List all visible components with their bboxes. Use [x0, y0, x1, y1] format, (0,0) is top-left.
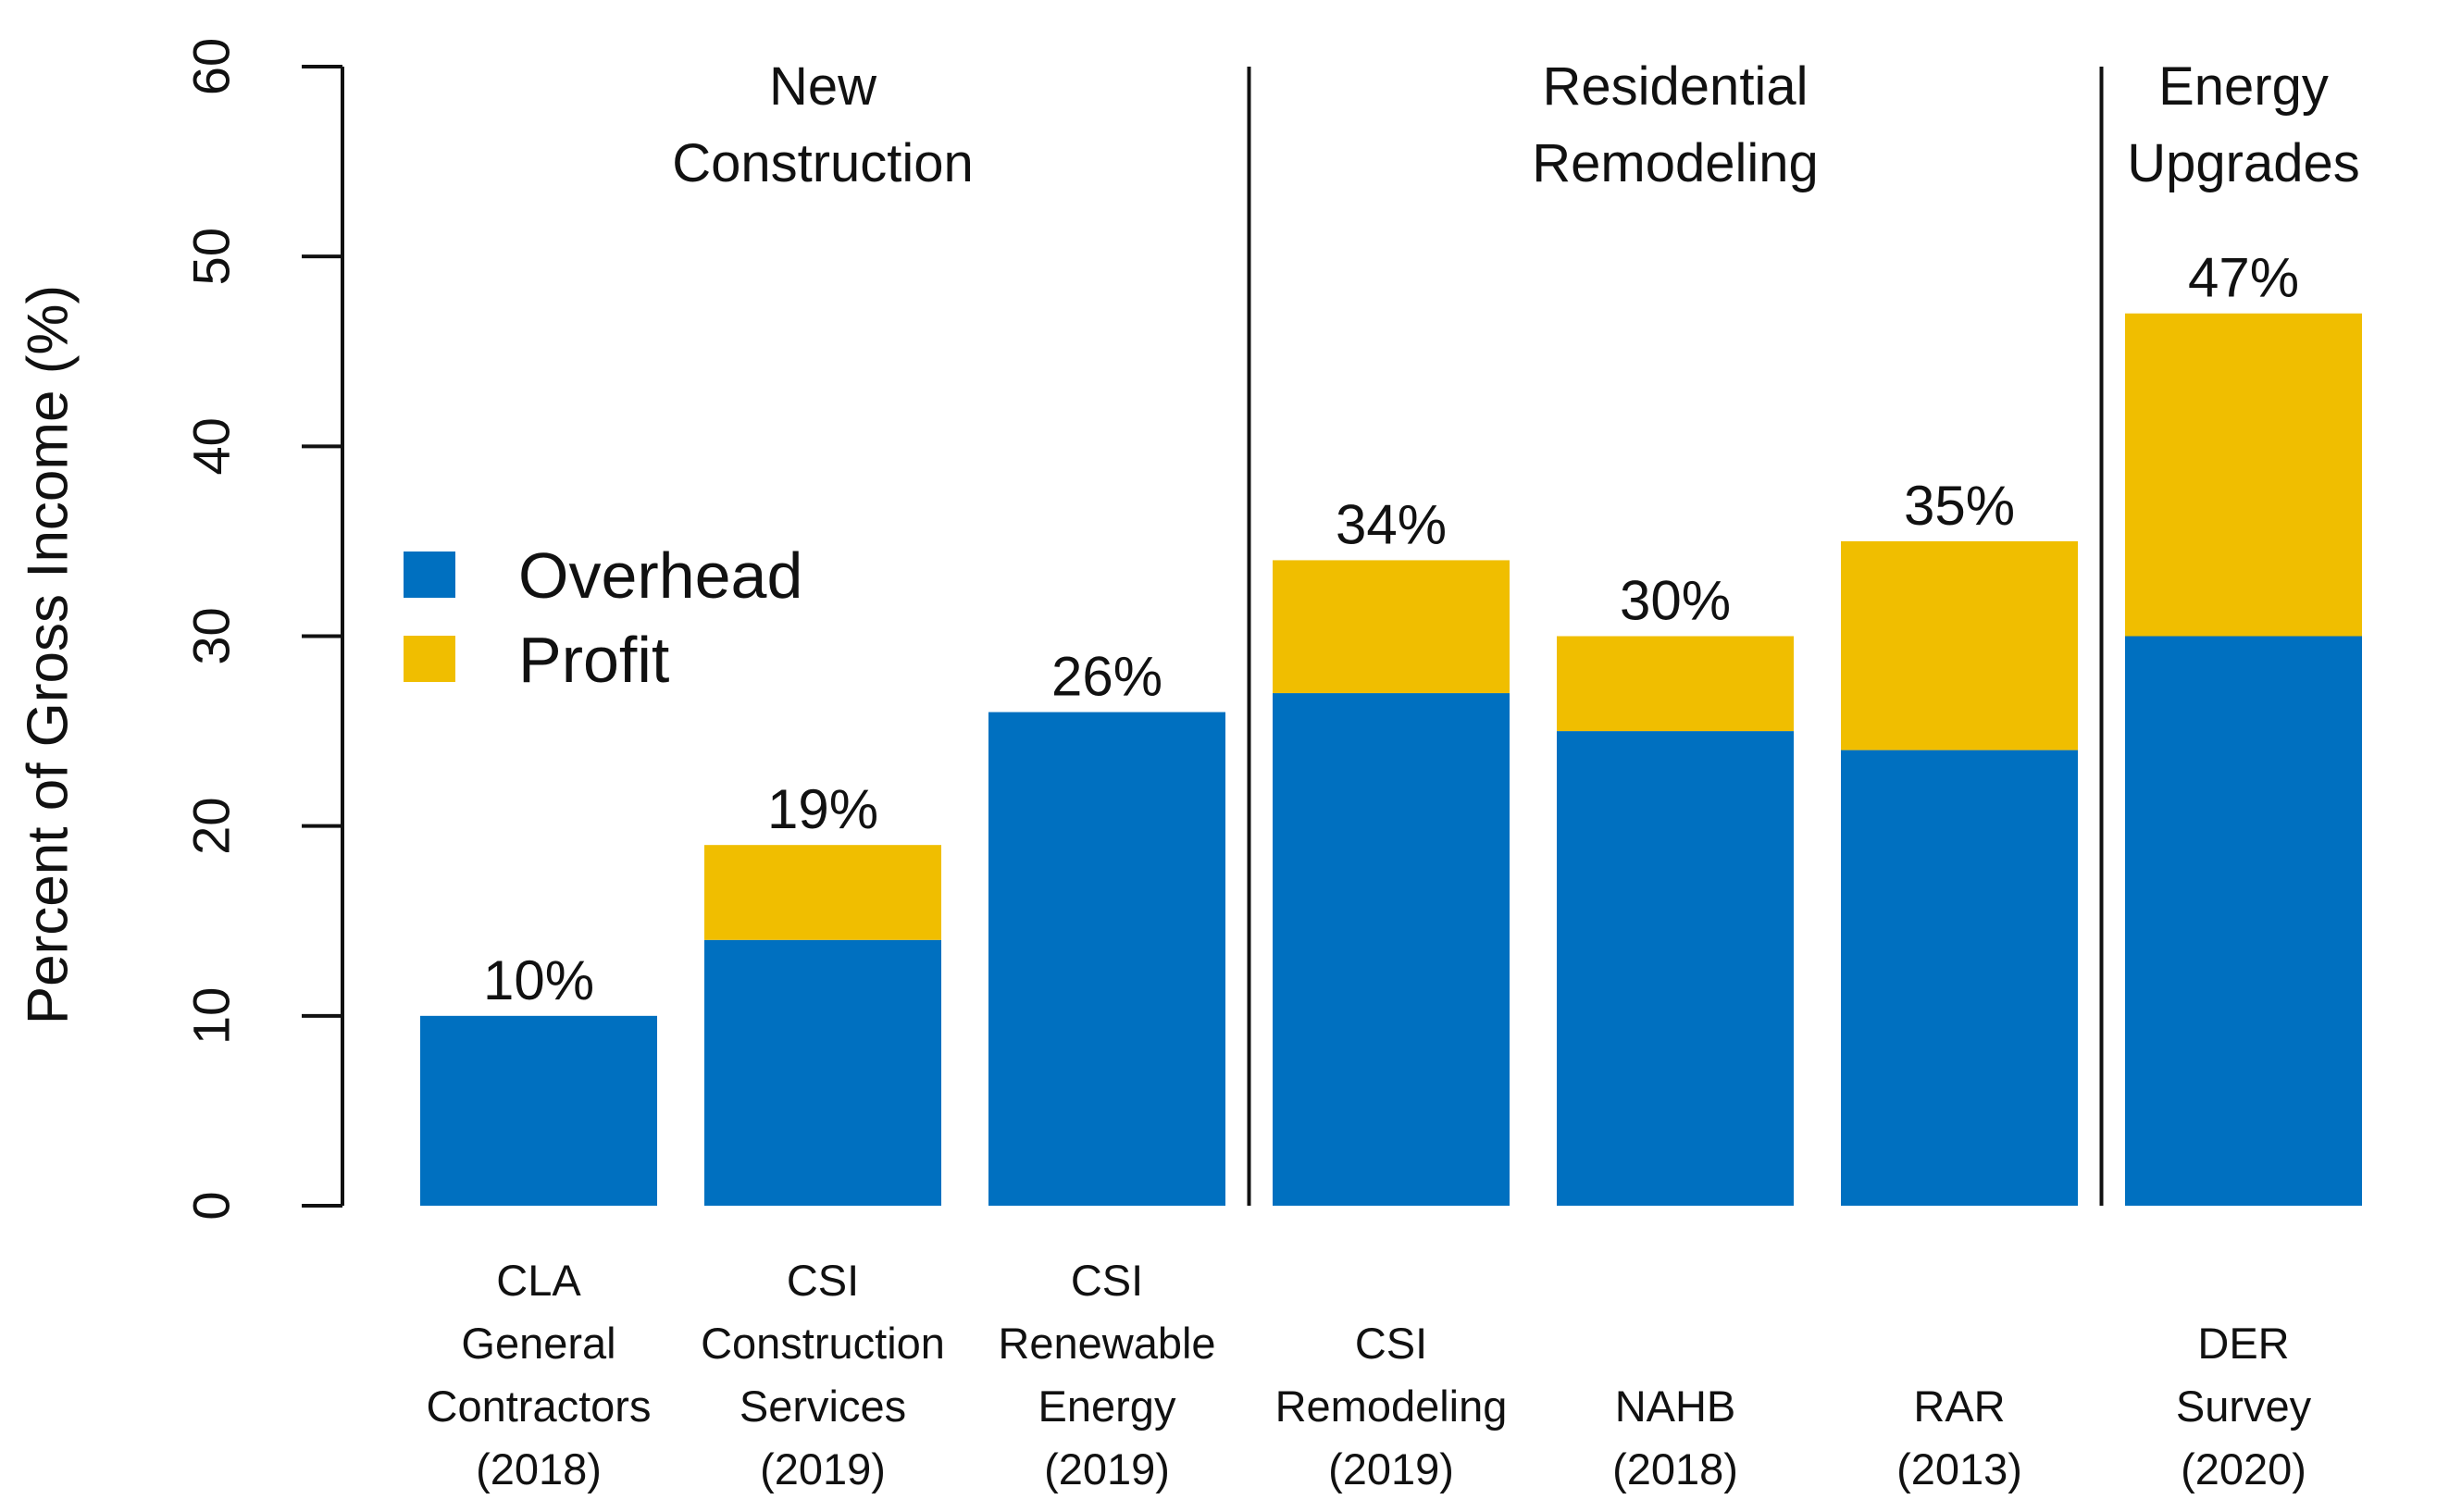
bar-profit: [1273, 560, 1510, 694]
legend-label-profit: Profit: [518, 624, 669, 696]
group-header-label: Remodeling: [1532, 133, 1819, 193]
bar-overhead: [2125, 636, 2362, 1206]
category-label: CSI: [1071, 1256, 1143, 1305]
category-label: DER: [2197, 1319, 2289, 1368]
y-axis-title: Percent of Gross Income (%): [17, 285, 81, 1024]
bar-profit: [2125, 313, 2362, 637]
category-label: CSI: [787, 1256, 859, 1305]
category-label: Construction: [701, 1319, 945, 1368]
bar-overhead: [1273, 693, 1510, 1206]
category-label: (2018): [1612, 1444, 1738, 1493]
category-label: (2018): [476, 1444, 602, 1493]
legend-swatch-profit: [404, 636, 455, 682]
bar-overhead: [420, 1015, 657, 1206]
category-label: (2019): [1328, 1444, 1454, 1493]
labels: 10% 19% 26% 34% 30% 35% 47% CLA General Contracto…: [427, 56, 2360, 1493]
y-tick-label: 30: [182, 607, 241, 664]
y-tick-label: 10: [182, 987, 241, 1045]
category-label: Services: [740, 1382, 906, 1431]
legend-swatch-overhead: [404, 552, 455, 598]
group-header-label: Energy: [2158, 56, 2329, 117]
bar-overhead: [1841, 750, 2078, 1206]
y-tick-label: 20: [182, 798, 241, 855]
group-header-label: Residential: [1543, 56, 1809, 117]
category-label: CLA: [496, 1256, 581, 1305]
category-label: General: [461, 1319, 615, 1368]
category-label: Renewable: [998, 1319, 1215, 1368]
category-label: (2020): [2181, 1444, 2306, 1493]
group-separators: [1247, 67, 2104, 1206]
bar-overhead: [704, 939, 941, 1206]
bar-total-label: 10%: [483, 949, 594, 1011]
bar-total-label: 47%: [2188, 247, 2299, 309]
category-label: (2013): [1896, 1444, 2022, 1493]
bar-total-label: 35%: [1904, 475, 2015, 537]
bar-total-label: 30%: [1620, 570, 1731, 632]
category-label: Energy: [1038, 1382, 1176, 1431]
y-tick-label: 0: [182, 1191, 241, 1220]
y-axis: 0 10 20 30 40 50 60 Percent of Gross Income (%): [17, 38, 344, 1221]
category-label: (2019): [760, 1444, 886, 1493]
group-header-label: Construction: [672, 133, 974, 193]
category-label: CSI: [1355, 1319, 1427, 1368]
y-tick-label: 50: [182, 228, 241, 285]
bars: [420, 313, 2362, 1206]
category-label: Remodeling: [1275, 1382, 1508, 1431]
y-tick-label: 60: [182, 38, 241, 95]
bar-overhead: [988, 712, 1225, 1206]
legend: Overhead Profit: [404, 539, 802, 696]
category-label: Contractors: [427, 1382, 652, 1431]
category-label: RAR: [1913, 1382, 2005, 1431]
bar-total-label: 34%: [1336, 493, 1447, 555]
bar-profit: [1557, 636, 1794, 732]
y-tick-label: 40: [182, 417, 241, 475]
group-header-label: Upgrades: [2127, 133, 2359, 193]
bar-profit: [704, 845, 941, 940]
category-label: (2019): [1044, 1444, 1170, 1493]
bar-profit: [1841, 540, 2078, 750]
category-label: Survey: [2176, 1382, 2312, 1431]
bar-overhead: [1557, 731, 1794, 1206]
legend-label-overhead: Overhead: [518, 539, 802, 612]
bar-total-label: 26%: [1051, 646, 1162, 708]
category-label: NAHB: [1615, 1382, 1736, 1431]
bar-total-label: 19%: [767, 778, 878, 840]
group-header-label: New: [769, 56, 877, 117]
